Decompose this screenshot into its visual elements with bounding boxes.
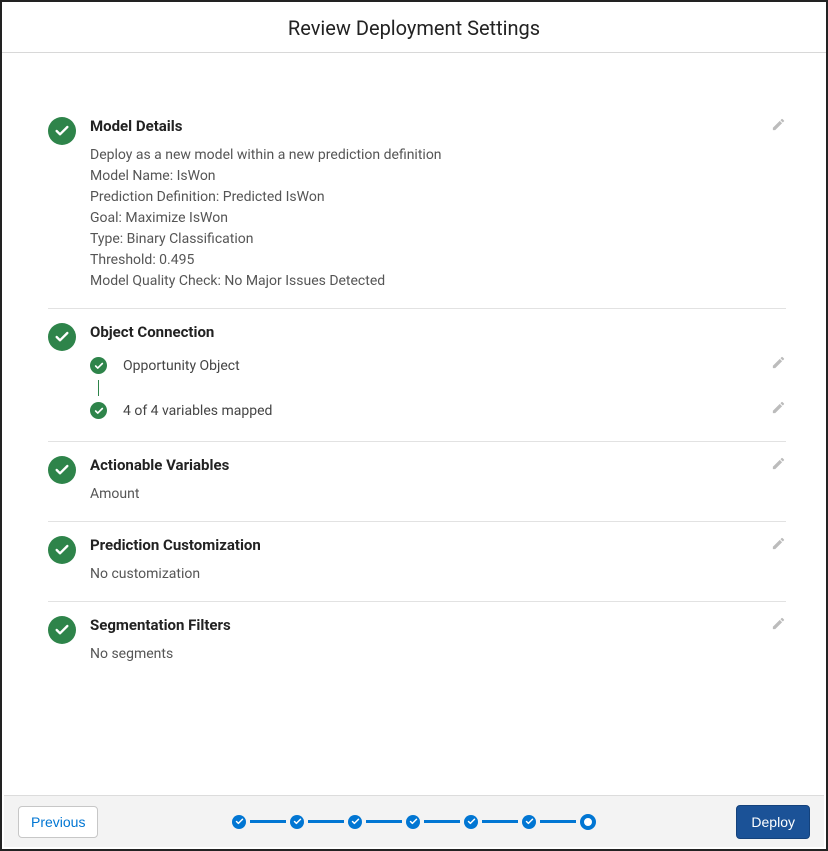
pencil-icon[interactable]: [771, 400, 786, 419]
connector-line: [98, 380, 786, 396]
object-connection-label: 4 of 4 variables mapped: [123, 403, 272, 419]
content-area: Model Details Deploy as a new model with…: [2, 53, 826, 701]
pencil-icon[interactable]: [771, 355, 786, 374]
check-icon: [90, 402, 107, 419]
pencil-icon[interactable]: [771, 117, 786, 136]
check-icon: [90, 357, 107, 374]
model-detail-line: Model Name: IsWon: [90, 166, 786, 187]
object-connection-row: 4 of 4 variables mapped: [90, 396, 786, 425]
step-dot-complete[interactable]: [522, 815, 536, 829]
section-title: Prediction Customization: [90, 536, 786, 554]
section-prediction-customization: Prediction Customization No customizatio…: [48, 521, 786, 601]
object-connection-label: Opportunity Object: [123, 358, 240, 374]
pencil-icon[interactable]: [771, 616, 786, 635]
step-connector: [482, 820, 518, 823]
step-connector: [308, 820, 344, 823]
step-dot-complete[interactable]: [406, 815, 420, 829]
section-body: No customization: [90, 564, 786, 585]
check-icon: [48, 616, 76, 644]
section-segmentation-filters: Segmentation Filters No segments: [48, 601, 786, 681]
step-connector: [424, 820, 460, 823]
check-icon: [48, 456, 76, 484]
section-title: Object Connection: [90, 323, 786, 341]
model-detail-line: Prediction Definition: Predicted IsWon: [90, 187, 786, 208]
section-object-connection: Object Connection Opportunity Object: [48, 308, 786, 441]
step-dot-current[interactable]: [580, 814, 596, 830]
pencil-icon[interactable]: [771, 536, 786, 555]
step-connector: [540, 820, 576, 823]
step-dot-complete[interactable]: [290, 815, 304, 829]
section-model-details: Model Details Deploy as a new model with…: [48, 103, 786, 308]
section-body: No segments: [90, 644, 786, 665]
deploy-button[interactable]: Deploy: [736, 805, 810, 839]
section-body: Amount: [90, 484, 786, 505]
pencil-icon[interactable]: [771, 456, 786, 475]
step-dot-complete[interactable]: [464, 815, 478, 829]
page-title: Review Deployment Settings: [2, 2, 826, 52]
step-dot-complete[interactable]: [232, 815, 246, 829]
section-title: Model Details: [90, 117, 786, 135]
object-connection-row: Opportunity Object: [90, 351, 786, 380]
progress-stepper: [232, 814, 596, 830]
previous-button[interactable]: Previous: [18, 806, 98, 838]
step-dot-complete[interactable]: [348, 815, 362, 829]
step-connector: [366, 820, 402, 823]
model-detail-line: Type: Binary Classification: [90, 229, 786, 250]
check-icon: [48, 323, 76, 351]
model-detail-line: Threshold: 0.495: [90, 250, 786, 271]
section-title: Segmentation Filters: [90, 616, 786, 634]
check-icon: [48, 117, 76, 145]
model-detail-line: Deploy as a new model within a new predi…: [90, 145, 786, 166]
section-actionable-variables: Actionable Variables Amount: [48, 441, 786, 521]
check-icon: [48, 536, 76, 564]
model-detail-line: Goal: Maximize IsWon: [90, 208, 786, 229]
footer-bar: Previous Deploy: [4, 795, 824, 847]
model-detail-line: Model Quality Check: No Major Issues Det…: [90, 271, 786, 292]
step-connector: [250, 820, 286, 823]
section-title: Actionable Variables: [90, 456, 786, 474]
